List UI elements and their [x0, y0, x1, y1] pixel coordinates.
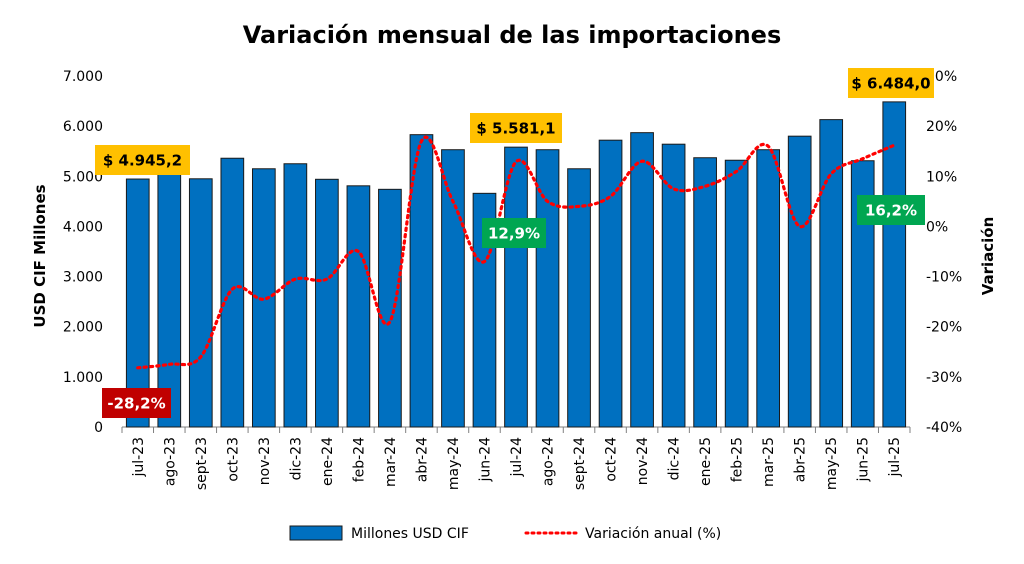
callout-box: [95, 145, 190, 175]
x-tick-label: jul-24: [509, 437, 525, 478]
legend-swatch-bar: [289, 525, 343, 541]
callout-box: [482, 218, 546, 248]
legend-label-bar: Millones USD CIF: [351, 526, 469, 542]
x-tick-label: nov-24: [635, 437, 651, 485]
bar: [598, 139, 623, 428]
bar: [188, 178, 213, 428]
y-axis-title: USD CIF Millones: [31, 184, 49, 327]
y2-axis-title: Variación: [979, 217, 997, 296]
x-tick-label: feb-24: [351, 437, 367, 482]
callout-box: [848, 68, 934, 98]
bar: [441, 149, 465, 428]
x-tick-label: abr-25: [793, 437, 809, 482]
y2-tick-label: -20%: [926, 320, 962, 336]
y-tick-label: 2.000: [63, 320, 103, 336]
bar-series: [125, 101, 907, 428]
x-tick-label: jul-25: [887, 437, 903, 478]
bar: [724, 159, 749, 428]
bar: [630, 132, 654, 428]
x-tick-label: ago-23: [162, 437, 178, 486]
x-tick-label: nov-23: [257, 437, 273, 485]
x-tick-label: sept-24: [572, 437, 588, 490]
callout-label: -28,2%: [107, 395, 165, 413]
y-tick-label: 6.000: [63, 119, 103, 135]
x-tick-label: may-25: [824, 437, 840, 490]
y-tick-label: 0: [94, 420, 103, 436]
bar: [378, 188, 402, 428]
x-axis: jul-23 ago-23 sept-23 oct-23 nov-23 dic-23 ene…: [121, 427, 911, 490]
bar: [882, 101, 907, 428]
x-tick-label: jun-24: [477, 437, 493, 483]
bar: [409, 134, 434, 428]
callout-label: $ 4.945,2: [103, 152, 182, 170]
x-tick-label: oct-23: [225, 437, 241, 482]
x-tick-label: mar-24: [383, 437, 399, 487]
y2-tick-label: 10%: [926, 169, 957, 185]
bar: [251, 168, 276, 428]
callouts: $ 4.945,2 $ 5.581,1 $ 6.484,0 -28,2% 12,9% 16…: [95, 68, 934, 418]
x-tick-label: ene-24: [320, 437, 336, 486]
callout-label: 16,2%: [865, 202, 917, 220]
callout-label: $ 6.484,0: [851, 75, 930, 93]
left-axis: 0 1.000 2.000 3.000 4.000 5.000 6.000 7.000: [63, 69, 103, 436]
callout-box: [857, 195, 925, 225]
y-tick-label: 4.000: [63, 219, 103, 235]
x-tick-label: dic-23: [288, 437, 304, 480]
y2-tick-label: -40%: [926, 420, 962, 436]
y-tick-label: 7.000: [63, 69, 103, 85]
y-tick-label: 1.000: [63, 370, 103, 386]
x-tick-label: mar-25: [761, 437, 777, 487]
y2-tick-label: -10%: [926, 270, 962, 286]
bar: [787, 135, 812, 428]
bar: [567, 168, 591, 428]
y2-tick-label: -30%: [926, 370, 962, 386]
x-tick-label: ene-25: [698, 437, 714, 486]
bar: [819, 119, 844, 428]
y2-tick-label: 0%: [926, 219, 948, 235]
bar: [220, 157, 245, 428]
x-tick-label: abr-24: [414, 437, 430, 482]
callout-label: $ 5.581,1: [476, 120, 555, 138]
bar: [850, 160, 875, 428]
x-tick-label: feb-25: [730, 437, 746, 482]
bar: [315, 178, 339, 428]
callout-box: [470, 113, 562, 143]
x-tick-label: sept-23: [194, 437, 210, 490]
y2-tick-label: 20%: [926, 119, 957, 135]
right-axis: -40%-30%-20%-10%0%10%20%30%: [926, 69, 962, 436]
callout-label: 12,9%: [488, 225, 540, 243]
x-tick-label: may-24: [446, 437, 462, 490]
x-tick-label: jun-25: [856, 437, 872, 483]
x-tick-label: dic-24: [667, 437, 683, 480]
bar: [504, 146, 528, 428]
bar: [283, 163, 308, 428]
callout-box: [102, 388, 171, 418]
x-tick-label: oct-24: [604, 437, 620, 482]
bar: [346, 185, 371, 428]
y-tick-label: 3.000: [63, 270, 103, 286]
x-tick-label: ago-24: [541, 437, 557, 486]
chart-title: Variación mensual de las importaciones: [243, 21, 782, 49]
y-tick-label: 5.000: [63, 169, 103, 185]
legend: Millones USD CIF Variación anual (%): [289, 525, 721, 542]
bar: [693, 157, 717, 428]
legend-label-line: Variación anual (%): [585, 526, 721, 542]
bar: [661, 143, 686, 428]
bar: [125, 178, 150, 428]
x-tick-label: jul-23: [131, 437, 147, 478]
bar: [756, 149, 781, 428]
